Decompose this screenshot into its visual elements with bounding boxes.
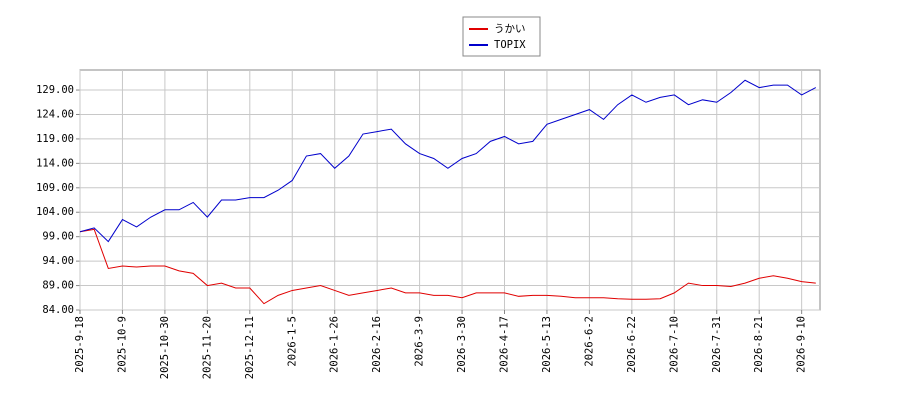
legend-label: TOPIX (494, 39, 526, 51)
x-tick-label: 2026-4-17 (499, 316, 511, 373)
x-tick-label: 2025-10-30 (159, 316, 171, 379)
x-tick-label: 2026-5-13 (541, 316, 553, 373)
x-tick-label: 2026-2-16 (371, 316, 383, 373)
x-tick-label: 2026-7-10 (668, 316, 680, 373)
y-tick-label: 114.00 (36, 157, 74, 169)
y-tick-label: 109.00 (36, 182, 74, 194)
y-tick-label: 124.00 (36, 108, 74, 120)
x-tick-label: 2026-8-21 (753, 316, 765, 373)
series-line (79, 79, 817, 243)
y-tick-label: 119.00 (36, 133, 74, 145)
legend: うかい TOPIX (462, 16, 541, 57)
y-tick-label: 89.00 (42, 280, 74, 292)
y-tick-label: 129.00 (36, 84, 74, 96)
y-tick-label: 104.00 (36, 206, 74, 218)
plot-area (79, 69, 821, 311)
x-tick-label: 2025-12-11 (244, 316, 256, 379)
y-tick-label: 99.00 (42, 231, 74, 243)
x-tick-label: 2026-1-26 (329, 316, 341, 373)
x-tick-label: 2026-3-9 (414, 316, 426, 367)
x-tick-label: 2026-3-30 (456, 316, 468, 373)
x-tick-label: 2026-6-2 (583, 316, 595, 367)
legend-label: うかい (494, 23, 526, 35)
x-tick-label: 2025-10-9 (116, 316, 128, 373)
x-tick-label: 2026-6-22 (626, 316, 638, 373)
x-tick-label: 2025-11-20 (201, 316, 213, 379)
x-tick-label: 2026-7-31 (711, 316, 723, 373)
legend-box (462, 16, 541, 57)
x-tick-label: 2025-9-18 (74, 316, 86, 373)
y-tick-label: 94.00 (42, 255, 74, 267)
x-tick-label: 2026-1-5 (286, 316, 298, 367)
x-tick-label: 2026-9-10 (796, 316, 808, 373)
y-tick-label: 84.00 (42, 304, 74, 316)
series-line (79, 228, 816, 305)
